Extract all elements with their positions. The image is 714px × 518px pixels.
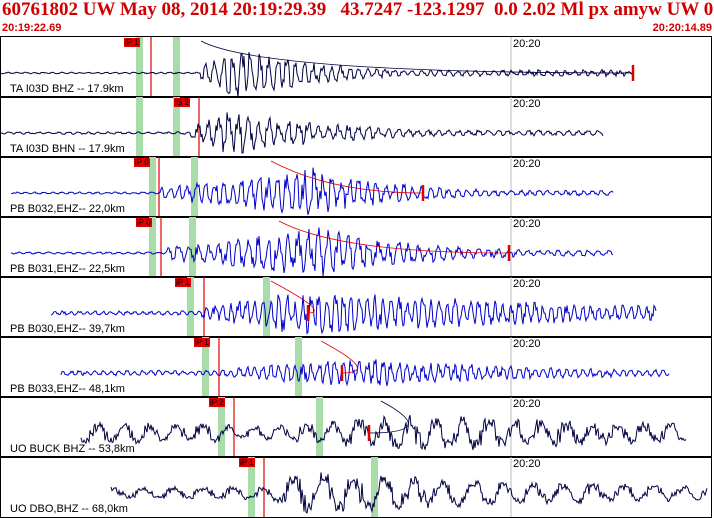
pick-window: [189, 217, 196, 277]
time-tick-label: 20:20: [513, 398, 541, 410]
waveform-trace: [1, 112, 604, 154]
time-tick-label: 20:20: [513, 218, 541, 230]
waveform-trace: [50, 294, 657, 335]
end-time: 20:20:14.89: [652, 22, 712, 34]
waveform-plot: [50, 277, 657, 337]
pick-window: [316, 397, 323, 457]
pick-window: [149, 157, 156, 217]
trace-panel[interactable]: iS 2 20:20 TA I03D BHN -- 17.9km: [0, 96, 712, 158]
pick-window: [218, 397, 225, 457]
time-tick-label: 20:20: [513, 38, 541, 50]
time-tick-label: 20:20: [513, 158, 541, 170]
time-tick-label: 20:20: [513, 98, 541, 110]
pick-flag[interactable]: iP 1: [239, 458, 255, 467]
pick-flag[interactable]: iP 1: [175, 278, 191, 287]
pick-flag[interactable]: iS 2: [174, 98, 190, 107]
pick-flag[interactable]: iP 1: [124, 38, 140, 47]
trace-panel[interactable]: iP 1 20:20 UO DBO,BHZ -- 68,0km: [0, 456, 712, 518]
station-label: UO BUCK BHZ -- 53,8km: [10, 443, 135, 455]
time-tick-label: 20:20: [513, 338, 541, 350]
trace-panel[interactable]: iP 1 20:20 PB B030,EHZ-- 39,7km: [0, 276, 712, 338]
pick-window: [149, 217, 156, 277]
waveform-trace: [10, 167, 614, 215]
event-header: 60761802 UW May 08, 2014 20:19:29.39 43.…: [0, 0, 714, 36]
pick-window: [136, 97, 143, 157]
coda-decay-curve: [368, 400, 409, 434]
pick-window: [187, 277, 194, 337]
station-label: TA I03D BHN -- 17.9km: [10, 143, 125, 155]
event-title: 60761802 UW May 08, 2014 20:19:29.39 43.…: [2, 0, 714, 20]
trace-panel[interactable]: iP 1 20:20 PB B033,EHZ-- 48,1km: [0, 336, 712, 398]
trace-panel[interactable]: iP 0 20:20 PB B031,EHZ-- 22,5km: [0, 216, 712, 278]
waveform-plot: [60, 337, 670, 397]
coda-decay-curve: [320, 340, 358, 374]
trace-panel[interactable]: iP 2 20:20 UO BUCK BHZ -- 53,8km: [0, 396, 712, 458]
station-label: TA I03D BHZ -- 17.9km: [10, 83, 124, 95]
pick-window: [263, 277, 270, 337]
station-label: PB B030,EHZ-- 39,7km: [10, 323, 125, 335]
waveform-trace: [80, 414, 687, 451]
pick-window: [191, 157, 198, 217]
waveform-plot: [80, 397, 687, 457]
station-label: PB B031,EHZ-- 22,5km: [10, 263, 125, 275]
pick-window: [295, 337, 302, 397]
coda-decay-curve: [200, 40, 634, 74]
start-time: 20:19:22.69: [2, 22, 62, 34]
pick-window: [248, 457, 255, 517]
waveform-plot: [10, 217, 614, 277]
coda-decay-curve: [270, 160, 424, 194]
waveform-trace: [1, 52, 634, 97]
trace-panel[interactable]: iP 0 20:20 PB B032,EHZ-- 22,0km: [0, 156, 712, 218]
coda-decay-curve: [270, 280, 315, 314]
pick-flag[interactable]: iP 0: [134, 158, 150, 167]
station-label: UO DBO,BHZ -- 68,0km: [10, 503, 128, 515]
pick-flag[interactable]: iP 2: [209, 398, 225, 407]
pick-window: [173, 37, 180, 97]
coda-decay-curve: [278, 220, 510, 254]
waveform-plot: [1, 37, 635, 97]
waveform-trace: [60, 359, 670, 387]
waveform-trace: [110, 472, 708, 514]
pick-flag[interactable]: iP 0: [136, 218, 152, 227]
pick-window: [136, 37, 143, 97]
trace-panels: iP 1 20:20 TA I03D BHZ -- 17.9km iS 2 20:20 T…: [0, 36, 714, 518]
pick-window: [202, 337, 209, 397]
station-label: PB B032,EHZ-- 22,0km: [10, 203, 125, 215]
trace-panel[interactable]: iP 1 20:20 TA I03D BHZ -- 17.9km: [0, 36, 712, 98]
waveform-plot: [110, 457, 708, 517]
pick-window: [371, 457, 378, 517]
waveform-trace: [10, 227, 614, 277]
pick-flag[interactable]: iP 1: [194, 338, 210, 347]
station-label: PB B033,EHZ-- 48,1km: [10, 383, 125, 395]
time-tick-label: 20:20: [513, 458, 541, 470]
waveform-plot: [1, 97, 604, 157]
time-tick-label: 20:20: [513, 278, 541, 290]
pick-window: [173, 97, 180, 157]
waveform-plot: [10, 157, 614, 217]
